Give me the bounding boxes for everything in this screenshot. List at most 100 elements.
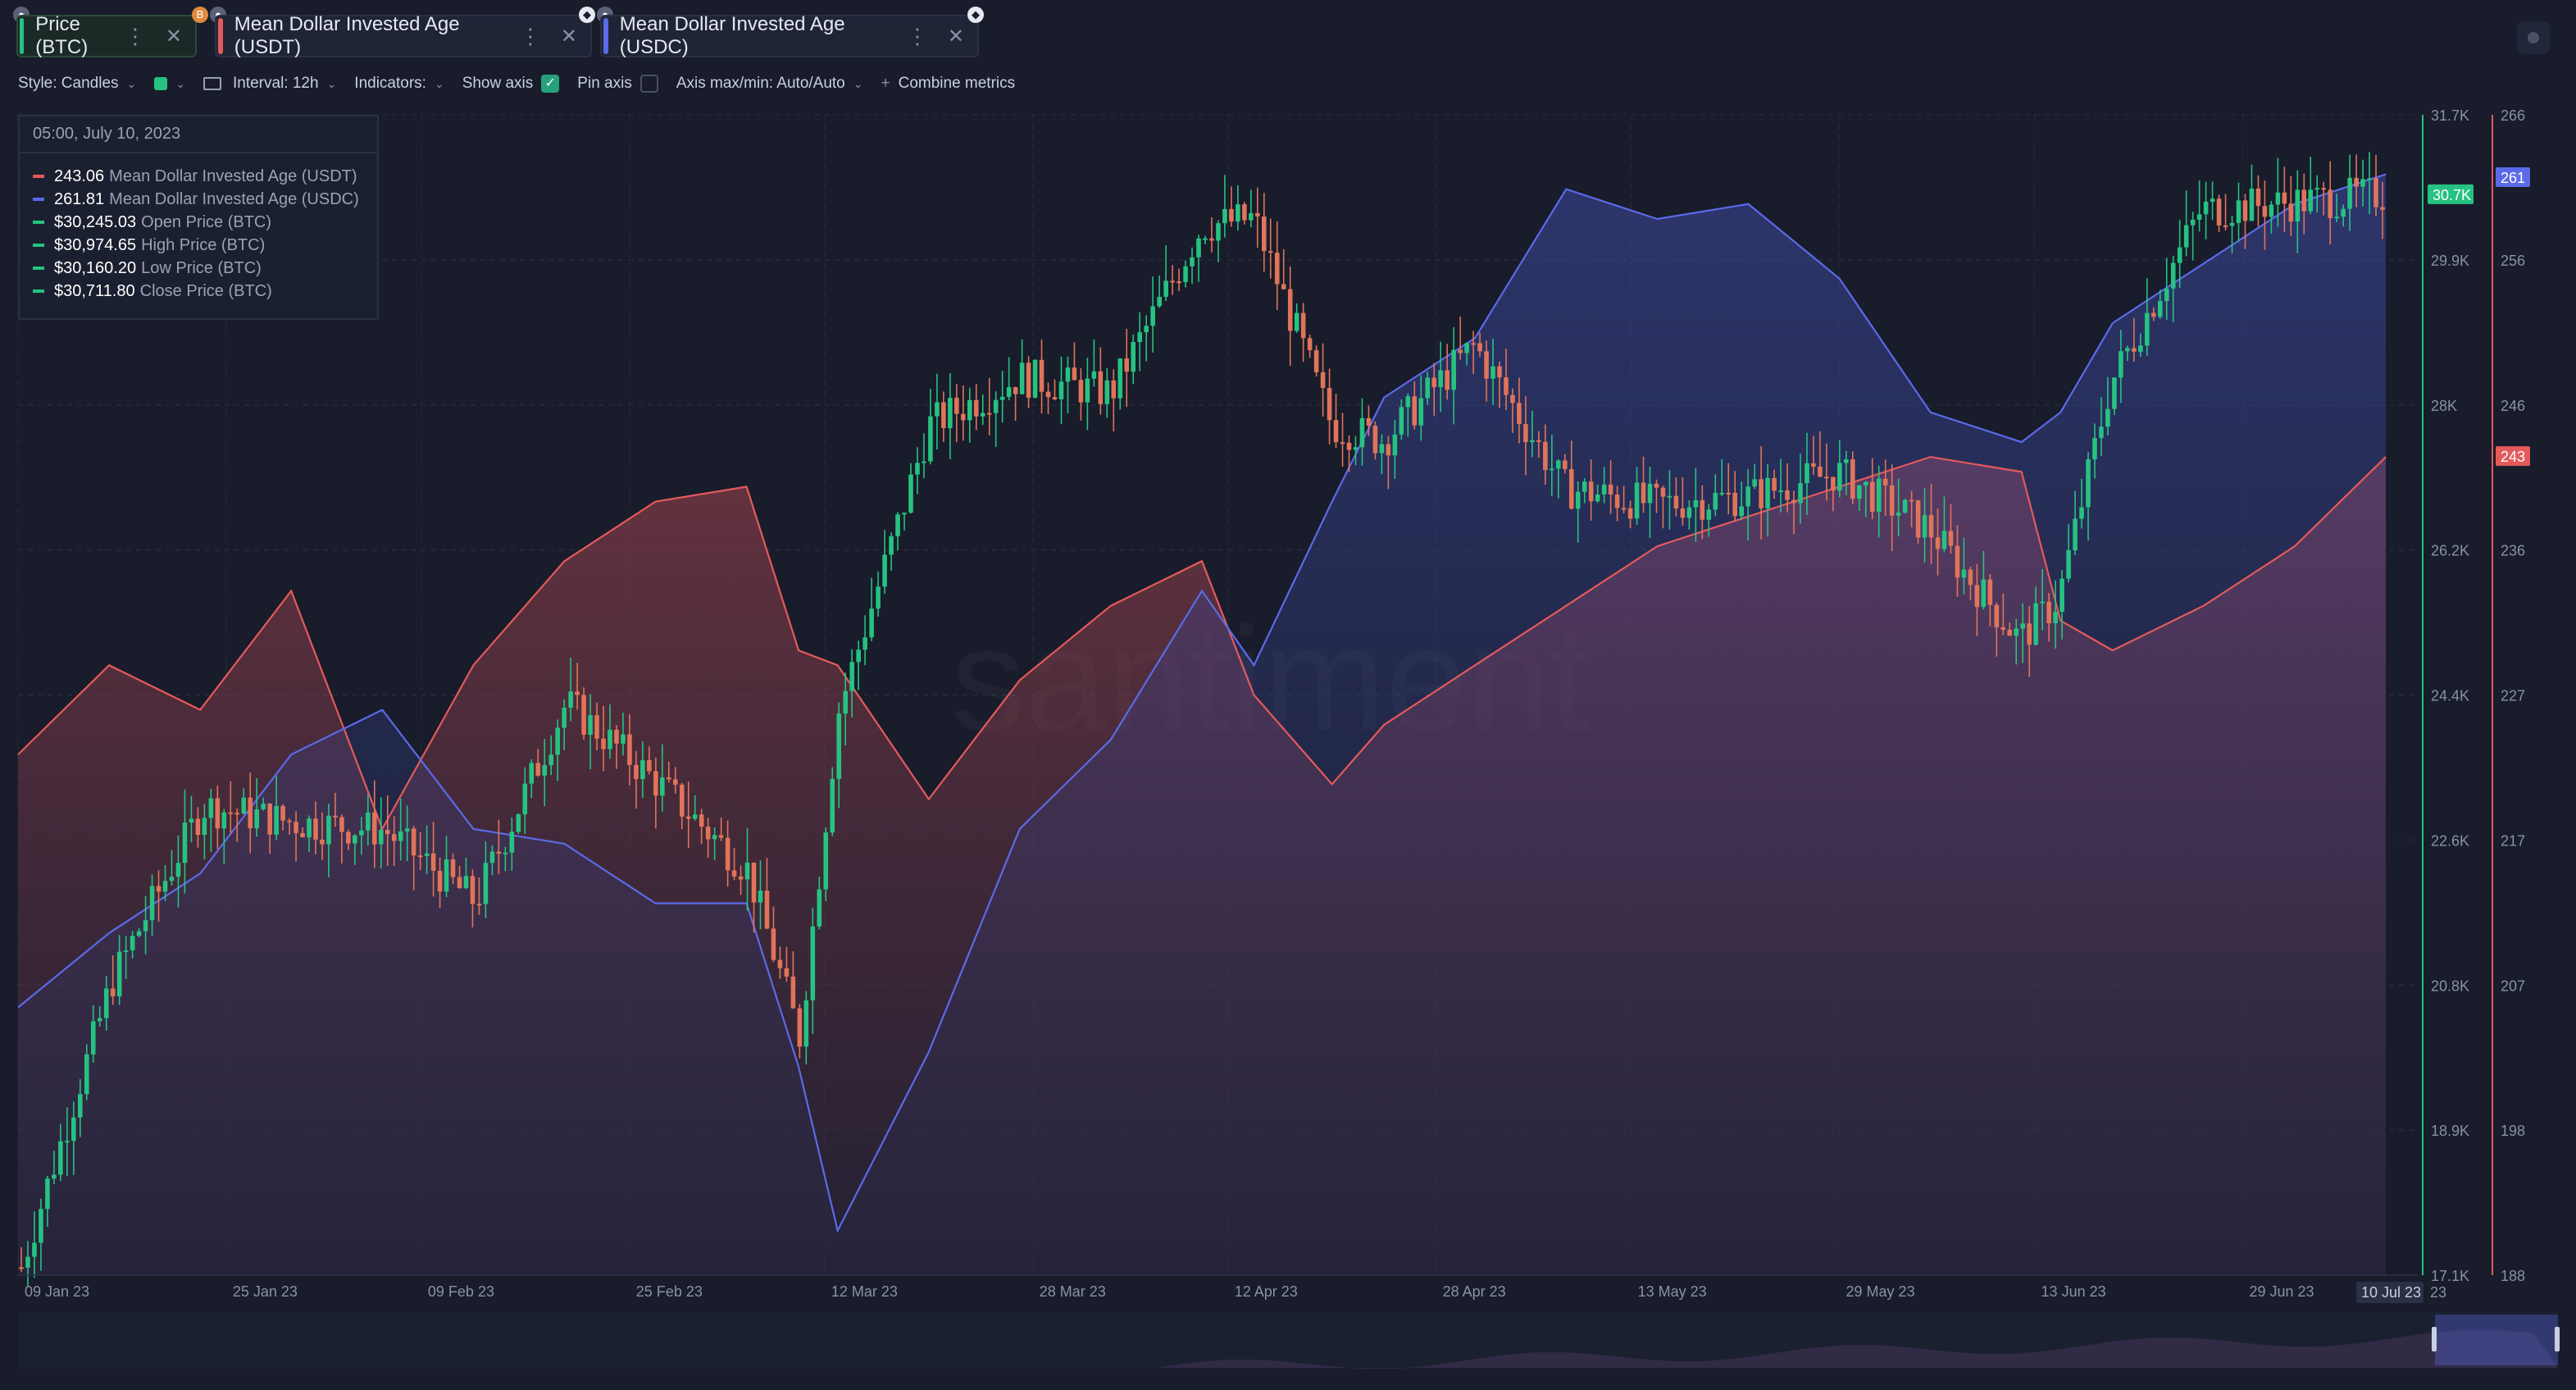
candle-body bbox=[1811, 463, 1816, 467]
candle-body bbox=[594, 715, 599, 739]
candle-body bbox=[744, 862, 750, 880]
age-tick-label: 266 bbox=[2501, 107, 2525, 124]
pin-axis-toggle[interactable]: Pin axis bbox=[577, 75, 658, 93]
candle-body bbox=[535, 763, 541, 776]
candle-body bbox=[2079, 507, 2084, 519]
candle-body bbox=[928, 416, 933, 462]
chevron-down-icon: ⌄ bbox=[175, 76, 185, 90]
candle-body bbox=[2164, 288, 2169, 302]
candle-body bbox=[2073, 518, 2078, 551]
checkbox-unchecked-icon[interactable] bbox=[639, 75, 658, 93]
candle-body bbox=[280, 805, 285, 821]
candle-body bbox=[1117, 358, 1123, 399]
close-icon[interactable]: ✕ bbox=[560, 25, 577, 48]
candle-body bbox=[1621, 508, 1627, 510]
candle-body bbox=[1268, 251, 1273, 253]
candle-body bbox=[1844, 459, 1849, 463]
x-tick-label: 28 Mar 23 bbox=[1040, 1283, 1106, 1300]
candle-body bbox=[1222, 208, 1227, 224]
candle-body bbox=[2262, 206, 2268, 217]
candle-body bbox=[1019, 362, 1025, 394]
candle-body bbox=[1948, 531, 1954, 546]
more-icon[interactable]: ⋮ bbox=[906, 23, 928, 48]
candle-body bbox=[2033, 603, 2038, 645]
usdc-line bbox=[17, 173, 2387, 1233]
candle-body bbox=[542, 764, 548, 776]
tab-mdia-usdt[interactable]: Mean Dollar Invested Age (USDT) ⋮ ✕ bbox=[215, 13, 592, 58]
candle-body bbox=[2341, 208, 2346, 217]
color-swatch bbox=[154, 77, 168, 90]
candle-body bbox=[1274, 253, 1280, 285]
price-current-label: 30.7K bbox=[2433, 187, 2471, 203]
candle-body bbox=[261, 804, 266, 809]
candle-body bbox=[1085, 378, 1090, 403]
axis-maxmin-dropdown[interactable]: Axis max/min: Auto/Auto ⌄ bbox=[676, 75, 863, 93]
candle-body bbox=[1634, 482, 1640, 519]
candle-body bbox=[25, 1256, 30, 1268]
tooltip-row: $30,711.80 Close Price (BTC) bbox=[20, 280, 377, 303]
close-icon[interactable]: ✕ bbox=[947, 25, 964, 48]
candle-body bbox=[2367, 178, 2372, 180]
candle-body bbox=[1941, 531, 1947, 549]
price-tick-label: 29.9K bbox=[2431, 253, 2469, 269]
candle-body bbox=[2177, 247, 2182, 263]
candle-body bbox=[195, 818, 201, 836]
interval-label: Interval: 12h bbox=[232, 75, 319, 92]
age-tick-label: 188 bbox=[2501, 1268, 2525, 1284]
candle-body bbox=[1791, 499, 1796, 504]
candle-body bbox=[1772, 477, 1777, 491]
candle-body bbox=[1065, 367, 1071, 382]
candle-body bbox=[189, 818, 194, 823]
candle-body bbox=[1333, 420, 1339, 443]
tooltip-value: $30,711.80 bbox=[54, 281, 135, 300]
candle-body bbox=[307, 818, 312, 838]
candle-body bbox=[1386, 444, 1391, 456]
tooltip-label: Open Price (BTC) bbox=[141, 212, 272, 231]
candle-body bbox=[1287, 289, 1293, 331]
candle-body bbox=[65, 1141, 70, 1143]
usdc-current-label: 261 bbox=[2501, 170, 2525, 186]
candle-body bbox=[359, 830, 364, 836]
candle-body bbox=[496, 851, 502, 855]
indicators-dropdown[interactable]: Indicators: ⌄ bbox=[354, 75, 444, 93]
x-current-badge bbox=[2356, 1282, 2424, 1303]
candle-body bbox=[1236, 204, 1240, 222]
show-axis-toggle[interactable]: Show axis ✓ bbox=[462, 75, 560, 93]
style-dropdown[interactable]: Style: Candles ⌄ bbox=[18, 75, 136, 93]
candle-body bbox=[1320, 372, 1326, 388]
candle-body bbox=[1981, 579, 1987, 608]
candle-body bbox=[922, 461, 926, 463]
candle-body bbox=[430, 853, 436, 871]
candle-body bbox=[1392, 434, 1398, 456]
candle-body bbox=[685, 816, 691, 819]
checkbox-checked-icon[interactable]: ✓ bbox=[541, 75, 560, 93]
more-icon[interactable]: ⋮ bbox=[124, 23, 146, 48]
color-dropdown[interactable]: ⌄ bbox=[154, 77, 185, 91]
candle-body bbox=[634, 764, 639, 780]
candle-body bbox=[810, 926, 816, 1000]
candle-body bbox=[1614, 494, 1620, 508]
candle-body bbox=[333, 815, 338, 818]
settings-toggle-button[interactable] bbox=[2517, 21, 2550, 54]
candle-body bbox=[548, 754, 553, 765]
interval-dropdown[interactable]: Interval: 12h ⌄ bbox=[203, 75, 336, 93]
candle-body bbox=[254, 809, 259, 829]
tab-mdia-usdc[interactable]: Mean Dollar Invested Age (USDC) ⋮ ✕ bbox=[600, 13, 979, 58]
candle-body bbox=[274, 805, 279, 835]
age-tick-label: 207 bbox=[2501, 978, 2525, 994]
candle-body bbox=[1438, 370, 1443, 388]
candle-body bbox=[2092, 438, 2097, 460]
candle-body bbox=[215, 798, 221, 829]
close-icon[interactable]: ✕ bbox=[165, 25, 182, 48]
tab-price-btc[interactable]: Price (BTC) ⋮ ✕ bbox=[16, 13, 197, 58]
candle-body bbox=[771, 928, 776, 960]
candle-body bbox=[1196, 238, 1201, 257]
series-color-bar bbox=[20, 18, 25, 54]
candle-body bbox=[339, 817, 344, 832]
more-icon[interactable]: ⋮ bbox=[519, 23, 541, 48]
candle-body bbox=[1974, 585, 1980, 608]
combine-metrics-button[interactable]: + Combine metrics bbox=[881, 75, 1015, 93]
candle-body bbox=[2203, 202, 2209, 215]
candle-body bbox=[2007, 630, 2013, 636]
series-swatch bbox=[33, 289, 44, 293]
